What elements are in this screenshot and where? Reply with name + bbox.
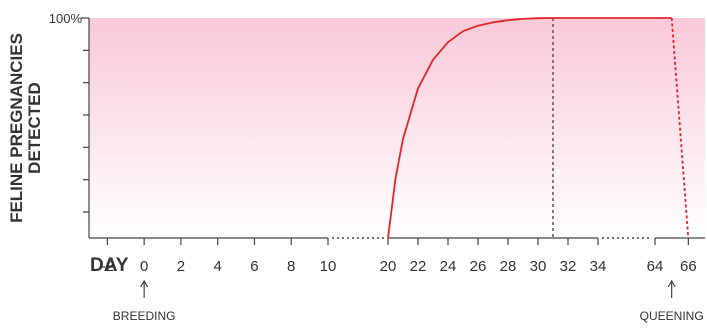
x-tick-label: 30 xyxy=(530,258,547,275)
y-axis-title: FELINE PREGNANCIES DETECTED xyxy=(7,33,44,223)
series-line-main xyxy=(387,17,672,239)
y-minor-ticks xyxy=(81,17,89,213)
x-tick-label: 6 xyxy=(250,258,258,275)
x-tick-label: -2 xyxy=(101,258,114,275)
annotation-label: QUEENING xyxy=(640,309,704,323)
x-tick-label: 28 xyxy=(500,258,517,275)
x-tick-label: 64 xyxy=(647,258,664,275)
series-line-decline xyxy=(670,17,690,239)
x-tick-label: 22 xyxy=(410,258,427,275)
x-tick-label: 20 xyxy=(380,258,397,275)
y-axis-title-line-2: DETECTED xyxy=(25,82,44,174)
x-tick-label: 4 xyxy=(214,258,222,275)
x-tick-label: 66 xyxy=(680,258,697,275)
x-ticks: -2 0 2 4 6 8 10 20 22 24 26 28 30 32 34 64 66 xyxy=(101,238,697,275)
x-tick-label: 10 xyxy=(320,258,337,275)
annotations: BREEDING QUEENING xyxy=(113,279,704,323)
annotation-arrow-head xyxy=(667,279,676,288)
series-layer xyxy=(387,17,690,239)
annotation-arrow-head xyxy=(140,279,149,288)
plot-background xyxy=(89,18,705,238)
x-tick-label: 32 xyxy=(560,258,577,275)
y-top-label: 100% xyxy=(49,11,83,26)
x-tick-label: 26 xyxy=(470,258,487,275)
x-tick-label: 0 xyxy=(140,258,148,275)
x-tick-label: 24 xyxy=(440,258,457,275)
x-tick-label: 34 xyxy=(590,258,607,275)
x-tick-label: 2 xyxy=(177,258,185,275)
y-axis-title-line-1: FELINE PREGNANCIES xyxy=(7,33,26,223)
x-tick-label: 8 xyxy=(287,258,295,275)
annotation-label: BREEDING xyxy=(113,309,176,323)
x-axis-title: DAY xyxy=(90,255,129,276)
